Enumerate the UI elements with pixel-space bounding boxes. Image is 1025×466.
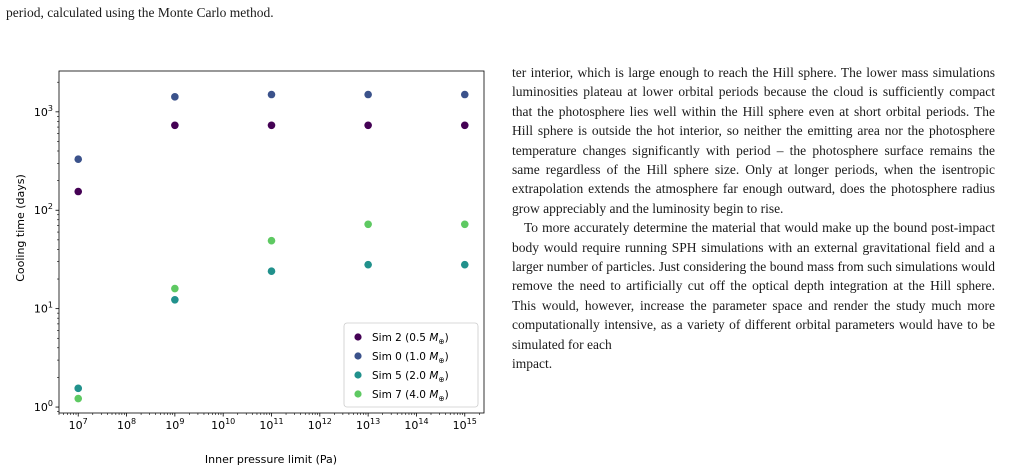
data-point-series-3 xyxy=(74,394,83,403)
data-point-series-2 xyxy=(460,260,469,269)
data-point-series-1 xyxy=(74,155,83,164)
data-point-series-3 xyxy=(171,284,179,293)
y-axis-label: Cooling time (days) xyxy=(14,174,27,282)
data-point-series-1 xyxy=(267,90,276,99)
x-tick-label: 1014 xyxy=(404,417,428,432)
data-point-series-0 xyxy=(171,121,179,130)
legend-marker xyxy=(354,333,362,341)
data-point-series-2 xyxy=(364,260,372,269)
data-point-series-0 xyxy=(74,187,83,196)
data-point-series-1 xyxy=(460,90,469,99)
legend: Sim 2 (0.5 M⊕) Sim 0 (1.0 M⊕) Sim 5 (2.0 M… xyxy=(343,322,479,408)
data-point-series-0 xyxy=(460,121,469,130)
body-paragraph-cutoff: impact. xyxy=(512,356,553,372)
figure-caption-tail: period, calculated using the Monte Carlo… xyxy=(6,5,274,20)
data-point-series-2 xyxy=(171,295,179,304)
legend-box xyxy=(343,322,479,408)
legend-entry: Sim 2 (0.5 M⊕) xyxy=(372,332,449,346)
data-point-series-0 xyxy=(364,121,372,130)
y-tick-label: 100 xyxy=(34,399,53,414)
cooling-time-chart: 107 108 109 1010 1011 1012 1013 1014 1015 100 101… xyxy=(14,70,485,466)
legend-entry: Sim 0 (1.0 M⊕) xyxy=(372,351,449,365)
data-point-series-3 xyxy=(364,220,372,229)
data-points xyxy=(74,90,469,403)
y-axis-ticks: 100 101 102 103 xyxy=(34,81,59,414)
x-tick-label: 1015 xyxy=(453,417,477,432)
legend-entry: Sim 7 (4.0 M⊕) xyxy=(372,389,449,403)
x-tick-label: 1013 xyxy=(356,417,380,432)
y-tick-label: 103 xyxy=(34,104,53,119)
data-point-series-2 xyxy=(74,384,83,393)
legend-marker xyxy=(354,371,362,379)
y-tick-label: 102 xyxy=(34,202,53,217)
legend-entry: Sim 5 (2.0 M⊕) xyxy=(372,370,449,384)
body-text-column: ter interior, which is large enough to r… xyxy=(512,63,995,373)
x-axis-label: Inner pressure limit (Pa) xyxy=(205,453,337,466)
x-tick-label: 1010 xyxy=(211,417,235,432)
body-paragraph: ter interior, which is large enough to r… xyxy=(512,65,995,216)
body-paragraph: To more accurately determine the materia… xyxy=(512,220,995,352)
data-point-series-0 xyxy=(267,121,276,130)
data-point-series-2 xyxy=(267,267,276,276)
legend-marker xyxy=(354,390,362,398)
legend-marker xyxy=(354,352,362,360)
x-axis-ticks: 107 108 109 1010 1011 1012 1013 1014 1015 xyxy=(58,413,480,432)
x-tick-label: 107 xyxy=(69,417,88,432)
data-point-series-1 xyxy=(364,90,372,99)
x-tick-label: 1012 xyxy=(308,417,332,432)
x-tick-label: 108 xyxy=(117,417,136,432)
x-tick-label: 1011 xyxy=(259,417,283,432)
data-point-series-3 xyxy=(267,236,276,245)
data-point-series-3 xyxy=(460,220,469,229)
x-tick-label: 109 xyxy=(165,417,184,432)
y-tick-label: 101 xyxy=(34,301,53,316)
data-point-series-1 xyxy=(171,93,179,101)
